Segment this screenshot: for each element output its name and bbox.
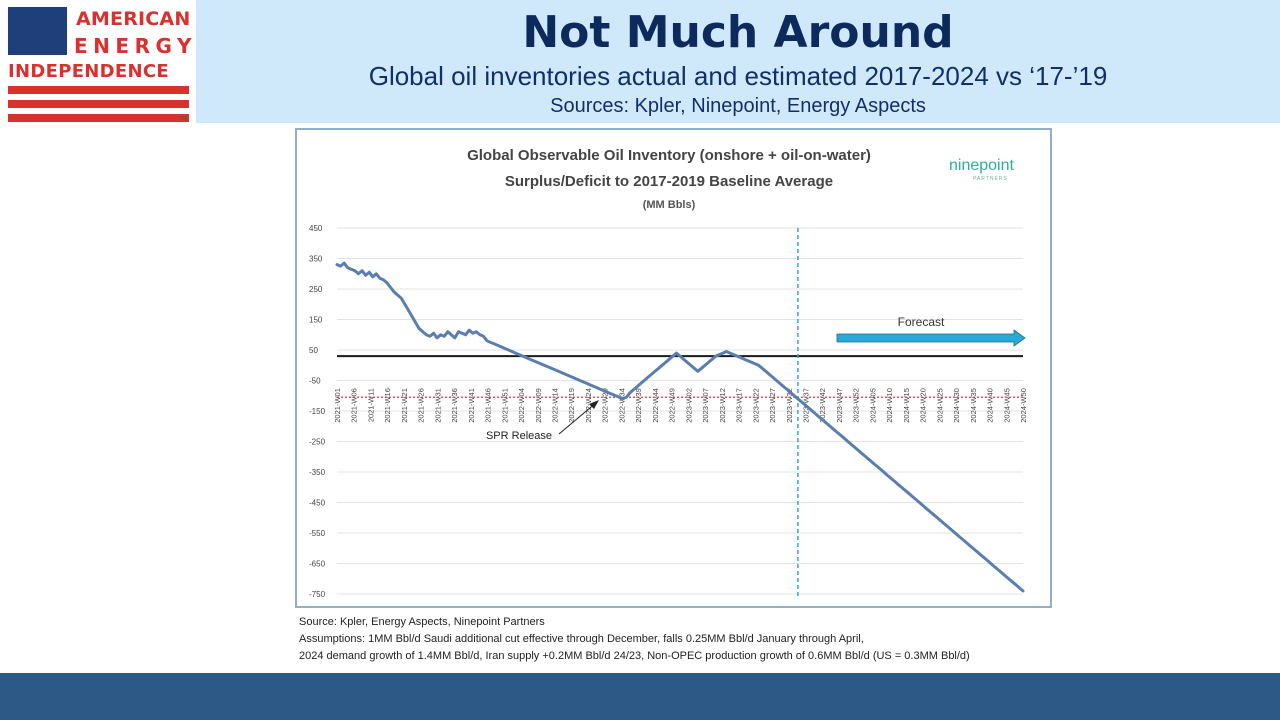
x-tick-label: 2022-W34	[617, 388, 626, 423]
y-tick-label: -150	[309, 407, 326, 416]
x-tick-label: 2023-W52	[852, 388, 861, 423]
brand-logo-box	[951, 148, 1035, 184]
logo: AMERICAN ENERGY INDEPENDENCE TM	[0, 0, 196, 123]
y-tick-label: 150	[309, 316, 323, 325]
chart-units: (MM Bbls)	[643, 199, 696, 211]
x-tick-label: 2022-W19	[567, 388, 576, 423]
x-tick-label: 2024-W15	[902, 388, 911, 423]
brand-logo-sub: PARTNERS	[973, 176, 1008, 182]
x-tick-label: 2022-W44	[651, 388, 660, 423]
x-tick-label: 2024-W05	[868, 388, 877, 423]
x-tick-label: 2021-W41	[467, 388, 476, 423]
page-title: Not Much Around	[522, 7, 954, 58]
x-tick-label: 2024-W30	[952, 388, 961, 423]
x-tick-label: 2021-W51	[500, 388, 509, 423]
x-tick-label: 2021-W16	[383, 388, 392, 423]
spr-release-label: SPR Release	[486, 430, 552, 442]
y-tick-label: -350	[309, 468, 326, 477]
x-tick-label: 2021-W01	[333, 388, 342, 423]
y-tick-label: -550	[309, 529, 326, 538]
y-tick-label: -750	[309, 590, 326, 599]
inventory-series-line	[335, 261, 1025, 593]
x-tick-label: 2023-W47	[835, 388, 844, 423]
x-tick-label: 2024-W35	[969, 388, 978, 423]
x-tick-label: 2023-W32	[785, 388, 794, 423]
x-tick-label: 2021-W26	[417, 388, 426, 423]
y-tick-label: 450	[309, 224, 323, 233]
x-tick-label: 2022-W29	[601, 388, 610, 423]
x-tick-label: 2023-W27	[768, 388, 777, 423]
chart: Global Observable Oil Inventory (onshore…	[309, 147, 1035, 599]
x-tick-label: 2022-W04	[517, 388, 526, 423]
x-tick-label: 2021-W36	[450, 388, 459, 423]
x-tick-label: 2022-W09	[534, 388, 543, 423]
y-tick-label: 50	[309, 346, 318, 355]
x-tick-label: 2022-W39	[634, 388, 643, 423]
x-tick-label: 2022-W24	[584, 388, 593, 423]
assumptions-line-1: Assumptions: 1MM Bbl/d Saudi additional …	[299, 633, 864, 645]
logo-line1: AMERICAN	[76, 8, 191, 30]
header-band	[196, 0, 1280, 123]
x-tick-label: 2022-W49	[668, 388, 677, 423]
y-tick-label: -450	[309, 499, 326, 508]
y-tick-label: -250	[309, 438, 326, 447]
x-tick-label: 2023-W12	[718, 388, 727, 423]
x-tick-label: 2024-W45	[1002, 388, 1011, 423]
x-tick-label: 2024-W25	[935, 388, 944, 423]
x-tick-label: 2023-W02	[684, 388, 693, 423]
x-tick-label: 2023-W07	[701, 388, 710, 423]
chart-title: Global Observable Oil Inventory (onshore…	[467, 147, 871, 164]
flag-canton	[8, 7, 67, 55]
logo-line2: ENERGY	[74, 34, 197, 58]
y-tick-label: 350	[309, 255, 323, 264]
x-tick-label: 2021-W46	[484, 388, 493, 423]
page-sources: Sources: Kpler, Ninepoint, Energy Aspect…	[550, 95, 926, 117]
x-tick-label: 2024-W10	[885, 388, 894, 423]
forecast-arrow	[836, 329, 1026, 347]
spr-arrow-head	[589, 400, 599, 409]
x-tick-label: 2023-W42	[818, 388, 827, 423]
logo-line3: INDEPENDENCE	[8, 61, 169, 82]
y-tick-label: -650	[309, 560, 326, 569]
x-tick-label: 2024-W50	[1019, 388, 1028, 423]
chart-subtitle: Surplus/Deficit to 2017-2019 Baseline Av…	[505, 173, 833, 190]
trademark: TM	[180, 116, 188, 122]
logo-stripes	[8, 86, 189, 128]
chart-frame: Global Observable Oil Inventory (onshore…	[295, 128, 1052, 608]
x-tick-label: 2023-W22	[751, 388, 760, 423]
x-tick-label: 2022-W14	[551, 388, 560, 423]
brand-logo: ninepoint	[949, 157, 1015, 174]
forecast-label: Forecast	[898, 315, 945, 329]
page-subtitle: Global oil inventories actual and estima…	[368, 61, 1108, 91]
assumptions-line-2: 2024 demand growth of 1.4MM Bbl/d, Iran …	[299, 650, 970, 662]
y-tick-label: -50	[309, 377, 321, 386]
x-tick-label: 2021-W06	[350, 388, 359, 423]
x-tick-label: 2021-W21	[400, 388, 409, 423]
source-note: Source: Kpler, Energy Aspects, Ninepoint…	[299, 616, 545, 628]
x-tick-label: 2024-W40	[986, 388, 995, 423]
footer-bar	[0, 673, 1280, 720]
x-tick-label: 2021-W11	[366, 388, 375, 422]
x-tick-label: 2023-W17	[735, 388, 744, 423]
x-tick-label: 2024-W20	[919, 388, 928, 423]
spr-arrow-line	[558, 401, 598, 435]
y-tick-label: 250	[309, 285, 323, 294]
x-tick-label: 2021-W31	[433, 388, 442, 423]
